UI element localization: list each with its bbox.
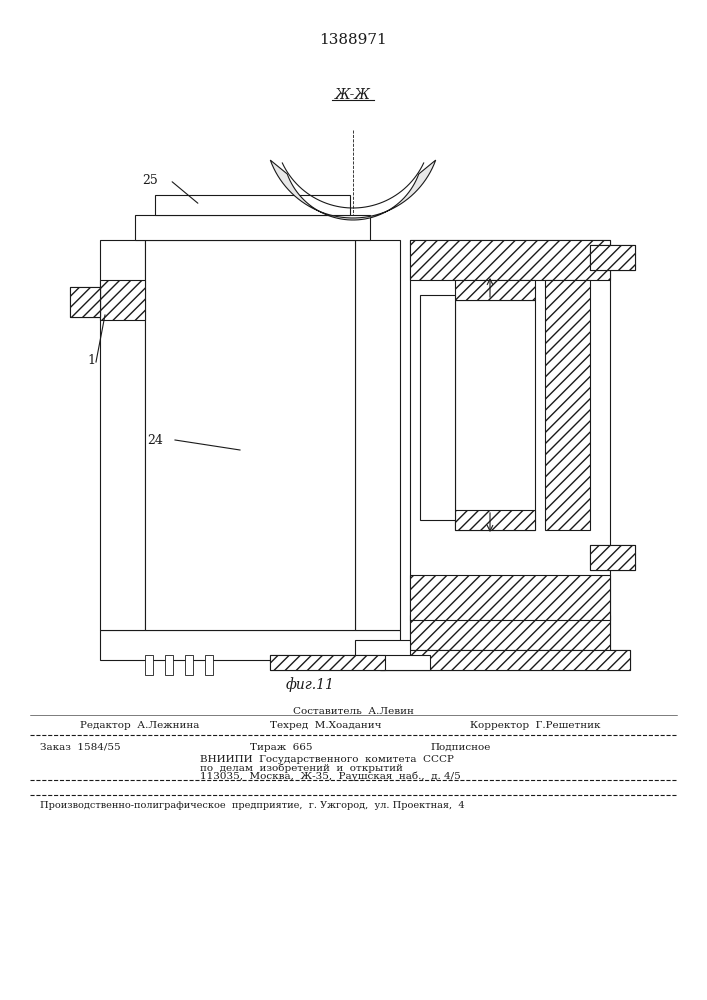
Bar bbox=[100, 280, 145, 320]
Bar bbox=[135, 215, 370, 240]
Text: по  делам  изобретений  и  открытий: по делам изобретений и открытий bbox=[200, 763, 403, 773]
Bar bbox=[410, 240, 610, 660]
Bar bbox=[270, 655, 385, 670]
Text: 25: 25 bbox=[142, 174, 158, 186]
Text: Ж-Ж: Ж-Ж bbox=[335, 88, 371, 102]
Bar bbox=[145, 655, 153, 675]
Text: Корректор  Г.Решетник: Корректор Г.Решетник bbox=[470, 720, 600, 730]
Text: 24: 24 bbox=[147, 434, 163, 446]
Bar bbox=[420, 295, 455, 520]
Bar bbox=[100, 630, 400, 660]
Text: Редактор  А.Лежнина: Редактор А.Лежнина bbox=[80, 720, 199, 730]
Bar bbox=[205, 655, 213, 675]
Bar bbox=[590, 245, 635, 270]
Bar bbox=[165, 655, 173, 675]
Bar bbox=[590, 245, 635, 270]
Bar bbox=[410, 240, 610, 280]
Bar bbox=[590, 545, 635, 570]
Bar bbox=[70, 287, 100, 317]
PathPatch shape bbox=[270, 160, 436, 220]
Bar bbox=[355, 240, 400, 630]
Text: ВНИИПИ  Государственного  комитета  СССР: ВНИИПИ Государственного комитета СССР bbox=[200, 756, 454, 764]
Bar bbox=[270, 655, 430, 670]
Text: Производственно-полиграфическое  предприятие,  г. Ужгород,  ул. Проектная,  4: Производственно-полиграфическое предприя… bbox=[40, 800, 464, 810]
Bar bbox=[410, 615, 610, 660]
Text: Тираж  665: Тираж 665 bbox=[250, 742, 312, 752]
Bar bbox=[185, 655, 193, 675]
Bar bbox=[380, 650, 630, 670]
Bar bbox=[455, 300, 535, 530]
Text: фиг.11: фиг.11 bbox=[286, 678, 334, 692]
Text: Составитель  А.Левин: Составитель А.Левин bbox=[293, 708, 414, 716]
Text: 1: 1 bbox=[87, 354, 95, 366]
Text: Заказ  1584/55: Заказ 1584/55 bbox=[40, 742, 121, 752]
Bar bbox=[100, 240, 145, 630]
Bar bbox=[155, 195, 350, 215]
Text: Подписное: Подписное bbox=[430, 742, 491, 752]
Bar bbox=[455, 510, 535, 530]
Text: 113035,  Москва,  Ж-35,  Раушская  наб.,  д. 4/5: 113035, Москва, Ж-35, Раушская наб., д. … bbox=[200, 771, 461, 781]
Bar bbox=[455, 280, 535, 300]
Text: 1388971: 1388971 bbox=[319, 33, 387, 47]
Text: Техред  М.Хоаданич: Техред М.Хоаданич bbox=[270, 720, 382, 730]
Bar bbox=[355, 640, 410, 660]
Bar bbox=[145, 240, 355, 630]
Bar bbox=[70, 287, 100, 317]
Bar bbox=[380, 650, 630, 670]
Bar bbox=[590, 545, 635, 570]
Bar bbox=[545, 280, 590, 530]
Bar bbox=[410, 575, 610, 620]
